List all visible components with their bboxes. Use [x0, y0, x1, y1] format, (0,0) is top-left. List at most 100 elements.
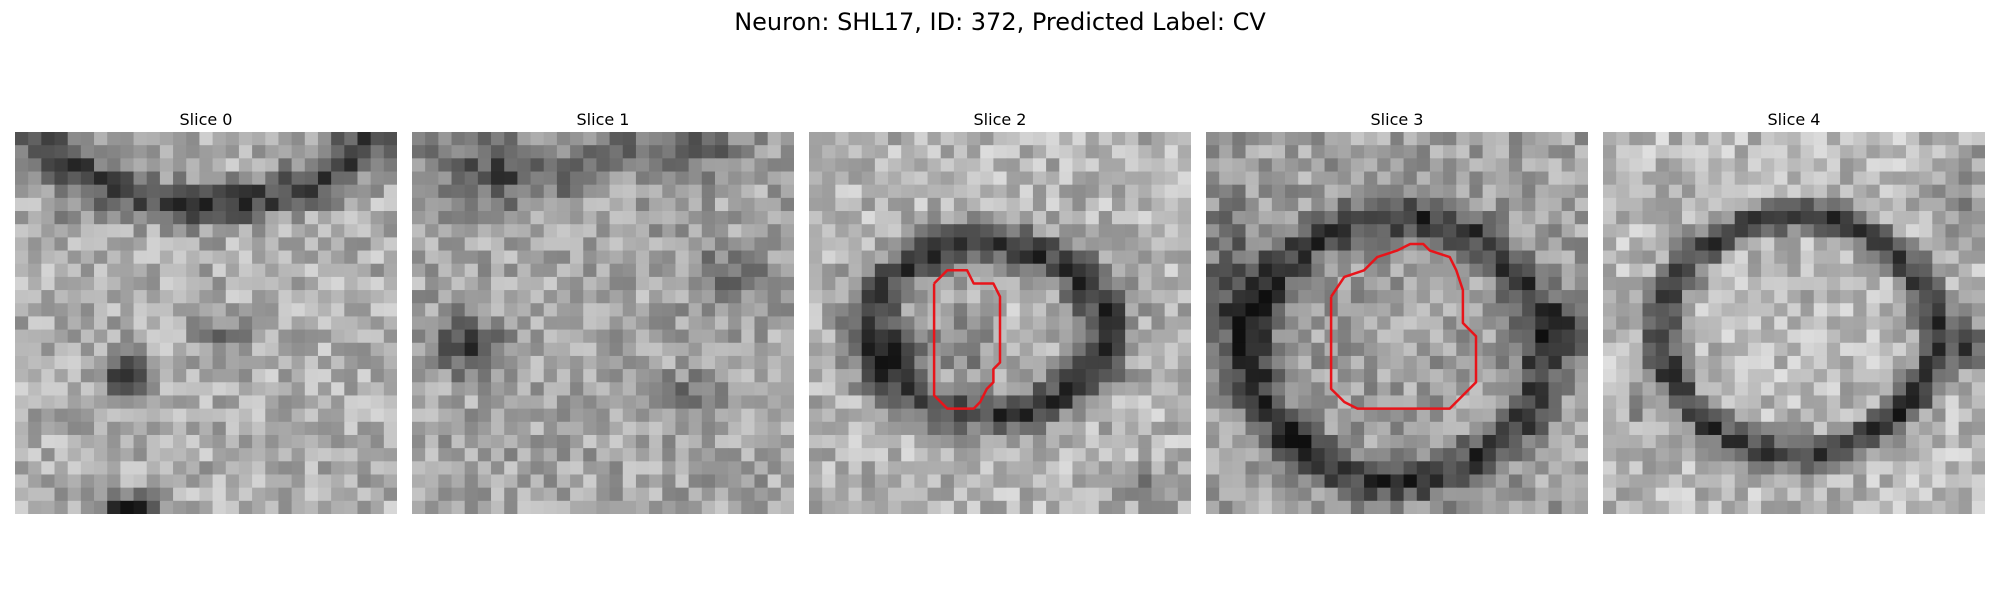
image-pixel — [609, 171, 624, 186]
image-pixel — [1522, 434, 1536, 449]
image-pixel — [120, 395, 135, 410]
image-pixel — [1629, 421, 1644, 436]
image-pixel — [1072, 408, 1087, 423]
image-pixel — [41, 408, 56, 423]
image-pixel — [1271, 500, 1286, 514]
image-pixel — [1350, 224, 1365, 238]
image-pixel — [252, 487, 266, 502]
image-pixel — [107, 211, 121, 225]
image-pixel — [1932, 382, 1947, 397]
image-pixel — [635, 237, 650, 252]
image-pixel — [1416, 303, 1431, 318]
image-pixel — [861, 263, 876, 278]
image-pixel — [570, 237, 584, 252]
image-pixel — [357, 474, 372, 489]
image-pixel — [504, 355, 518, 370]
image-pixel — [1708, 448, 1723, 462]
image-pixel — [701, 421, 716, 436]
image-pixel — [1535, 158, 1550, 173]
image-pixel — [980, 250, 995, 265]
image-pixel — [186, 250, 201, 265]
image-pixel — [1840, 237, 1854, 252]
image-pixel — [1761, 395, 1775, 410]
image-pixel — [741, 224, 756, 238]
image-pixel — [1840, 250, 1854, 265]
image-pixel — [583, 276, 598, 291]
image-pixel — [1429, 421, 1444, 436]
image-pixel — [635, 224, 650, 238]
image-pixel — [1866, 487, 1881, 502]
image-pixel — [1734, 421, 1749, 436]
image-pixel — [1403, 132, 1418, 146]
image-pixel — [675, 250, 690, 265]
image-pixel — [1006, 171, 1021, 186]
image-pixel — [1508, 171, 1523, 186]
image-pixel — [543, 487, 558, 502]
image-pixel — [1905, 421, 1920, 436]
image-pixel — [464, 342, 479, 357]
image-pixel — [596, 184, 611, 199]
image-pixel — [1548, 487, 1563, 502]
image-pixel — [1695, 263, 1709, 278]
image-pixel — [967, 461, 981, 476]
image-pixel — [1642, 197, 1657, 212]
image-pixel — [583, 224, 598, 238]
image-pixel — [54, 382, 69, 397]
image-pixel — [1138, 211, 1153, 225]
image-pixel — [1443, 303, 1457, 318]
image-pixel — [1668, 158, 1683, 173]
image-pixel — [370, 474, 385, 489]
image-pixel — [688, 448, 703, 462]
image-pixel — [901, 250, 915, 265]
image-pixel — [1151, 382, 1166, 397]
image-pixel — [1495, 487, 1510, 502]
image-pixel — [530, 197, 545, 212]
image-pixel — [238, 171, 253, 186]
image-pixel — [1682, 290, 1696, 304]
image-pixel — [1905, 132, 1920, 146]
image-pixel — [425, 316, 439, 331]
image-pixel — [1364, 474, 1378, 489]
image-pixel — [252, 461, 266, 476]
image-pixel — [438, 448, 453, 462]
image-pixel — [1072, 355, 1087, 370]
image-pixel — [291, 237, 306, 252]
image-pixel — [370, 342, 385, 357]
image-pixel — [583, 132, 598, 146]
image-pixel — [252, 132, 266, 146]
image-pixel — [1456, 448, 1471, 462]
image-pixel — [265, 290, 280, 304]
image-pixel — [451, 184, 466, 199]
image-pixel — [1655, 197, 1670, 212]
image-pixel — [1258, 250, 1273, 265]
image-pixel — [1853, 171, 1868, 186]
image-pixel — [1971, 250, 1985, 265]
image-pixel — [1971, 145, 1985, 159]
image-pixel — [425, 211, 439, 225]
image-pixel — [1853, 158, 1868, 173]
image-pixel — [1708, 316, 1723, 331]
image-pixel — [331, 355, 345, 370]
image-pixel — [199, 329, 214, 344]
image-pixel — [835, 316, 850, 331]
image-pixel — [186, 316, 201, 331]
image-pixel — [1774, 237, 1789, 252]
image-pixel — [1603, 434, 1617, 449]
image-pixel — [146, 145, 161, 159]
image-pixel — [901, 276, 915, 291]
image-pixel — [1548, 434, 1563, 449]
image-pixel — [1098, 263, 1113, 278]
image-pixel — [1682, 461, 1696, 476]
image-pixel — [1495, 158, 1510, 173]
image-pixel — [714, 500, 729, 514]
image-pixel — [1668, 132, 1683, 146]
image-pixel — [491, 224, 505, 238]
image-pixel — [1403, 250, 1418, 265]
image-pixel — [1535, 342, 1550, 357]
image-pixel — [331, 276, 345, 291]
image-pixel — [888, 395, 902, 410]
image-pixel — [1548, 224, 1563, 238]
image-pixel — [1958, 355, 1973, 370]
image-pixel — [1945, 211, 1960, 225]
image-pixel — [1840, 303, 1854, 318]
